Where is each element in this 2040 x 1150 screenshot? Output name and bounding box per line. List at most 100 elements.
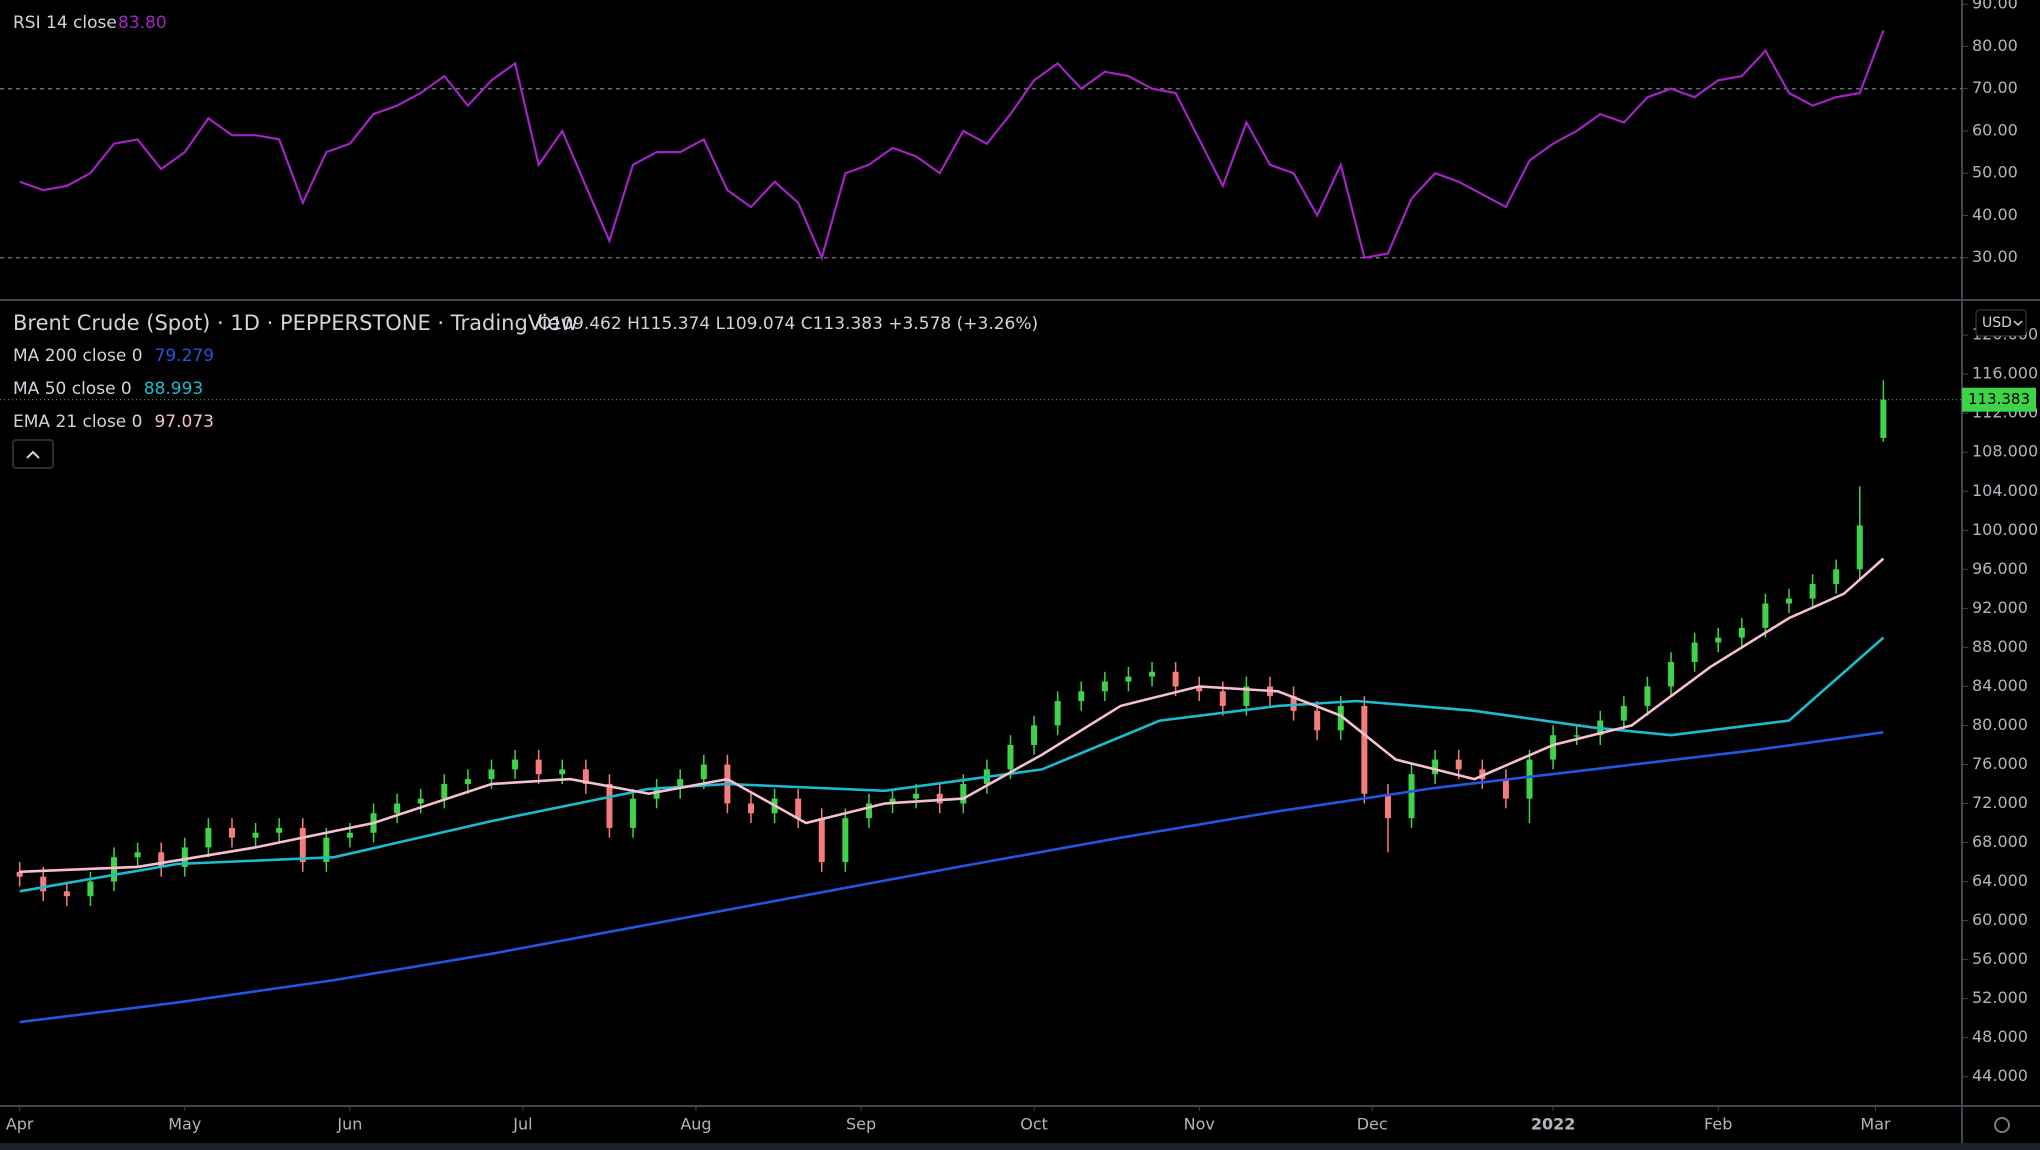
symbol-title: Brent Crude (Spot) · 1D · PEPPERSTONE · …: [13, 311, 578, 335]
y-tick-label: 72.000: [1972, 793, 2028, 812]
candle-body: [87, 881, 94, 897]
y-tick-label: 76.000: [1972, 754, 2028, 773]
candle-body: [16, 871, 23, 877]
candle-body: [889, 798, 896, 804]
candle-body: [1078, 691, 1085, 702]
candle-body: [1361, 705, 1368, 794]
candle-body: [488, 769, 495, 780]
candle-body: [1125, 676, 1132, 682]
y-tick-label: 52.000: [1972, 988, 2028, 1007]
candle-body: [842, 818, 849, 863]
x-tick-label: Aug: [680, 1115, 711, 1134]
rsi-label: RSI 14 close: [13, 13, 117, 33]
candle-body: [913, 793, 920, 799]
candle-body: [181, 847, 188, 867]
candle-body: [512, 759, 519, 770]
candle-body: [1455, 759, 1462, 770]
candle-body: [559, 769, 566, 775]
y-tick-label: 96.000: [1972, 559, 2028, 578]
x-tick-label: Feb: [1704, 1115, 1732, 1134]
y-tick-label: 44.000: [1972, 1066, 2028, 1085]
x-tick-label: Dec: [1357, 1115, 1388, 1134]
candle-body: [134, 852, 141, 858]
legend-value: 97.073: [154, 412, 213, 432]
candle-body: [1762, 603, 1769, 628]
y-tick-label: 90.00: [1972, 0, 2018, 13]
candle-body: [653, 788, 660, 799]
last-price-label: 113.383: [1968, 390, 2030, 408]
y-tick-label: 68.000: [1972, 832, 2028, 851]
candle-body: [205, 827, 212, 848]
candle-body: [700, 764, 707, 780]
candle-body: [1172, 671, 1179, 687]
x-tick-label: Oct: [1020, 1115, 1048, 1134]
x-tick-label: Nov: [1184, 1115, 1215, 1134]
rsi-value: 83.80: [118, 13, 167, 33]
candle-body: [1219, 691, 1226, 706]
candle-body: [252, 832, 259, 838]
candle-body: [630, 798, 637, 828]
candle-body: [677, 779, 684, 789]
candle-body: [1337, 705, 1344, 731]
candle-body: [1691, 642, 1698, 663]
currency-button[interactable]: [1975, 309, 2027, 337]
legend-name: MA 50 close 0: [13, 379, 132, 399]
candle-body: [818, 818, 825, 863]
y-tick-label: 30.00: [1972, 247, 2018, 266]
settings-icon[interactable]: [1994, 1117, 2010, 1133]
y-tick-label: 64.000: [1972, 871, 2028, 890]
legend-value: 88.993: [144, 379, 203, 399]
y-tick-label: 80.00: [1972, 36, 2018, 55]
ma-line: [19, 557, 1885, 874]
bottom-bar: [0, 1143, 2040, 1150]
candle-body: [1526, 759, 1533, 799]
candle-body: [111, 857, 118, 882]
candle-body: [960, 783, 967, 804]
legend-name: MA 200 close 0: [13, 346, 143, 366]
candle-body: [1738, 627, 1745, 638]
legend-name: EMA 21 close 0: [13, 412, 142, 432]
x-tick-label: Apr: [6, 1115, 34, 1134]
candle-body: [394, 803, 401, 814]
candle-body: [441, 783, 448, 799]
candle-body: [158, 852, 165, 867]
candle-body: [582, 769, 589, 784]
rsi-line: [19, 30, 1885, 261]
candle-body: [535, 759, 542, 775]
x-tick-label: Mar: [1860, 1115, 1891, 1134]
candle-body: [276, 827, 283, 833]
candle-body: [299, 827, 306, 863]
ma-line: [19, 636, 1885, 893]
ohlc-text: O109.462 H115.374 L109.074 C113.383 +3.5…: [538, 314, 1038, 334]
chevron-icon: [26, 450, 40, 459]
y-tick-label: 40.00: [1972, 205, 2018, 224]
candle-body: [464, 779, 471, 784]
candle-body: [606, 783, 613, 828]
candle-body: [63, 891, 70, 897]
y-tick-label: 100.000: [1972, 520, 2038, 539]
candle-body: [1668, 662, 1675, 687]
y-tick-label: 60.000: [1972, 910, 2028, 929]
candle-body: [1620, 705, 1627, 721]
collapse-button[interactable]: [12, 439, 54, 469]
candle-body: [346, 832, 353, 838]
candle-body: [747, 803, 754, 814]
candle-body: [865, 803, 872, 819]
candle-body: [1054, 701, 1061, 726]
candle-body: [1644, 686, 1651, 706]
candle-body: [1833, 569, 1840, 584]
y-tick-label: 104.000: [1972, 481, 2038, 500]
candle-body: [1007, 744, 1014, 770]
candle-body: [228, 827, 235, 838]
legend-value: 79.279: [155, 346, 214, 366]
candle-body: [1432, 759, 1439, 775]
currency-label: USD: [1982, 315, 2012, 331]
candle-body: [323, 837, 330, 863]
candle-body: [1809, 583, 1816, 599]
y-tick-label: 80.000: [1972, 715, 2028, 734]
last-price-box: [1962, 387, 2036, 412]
